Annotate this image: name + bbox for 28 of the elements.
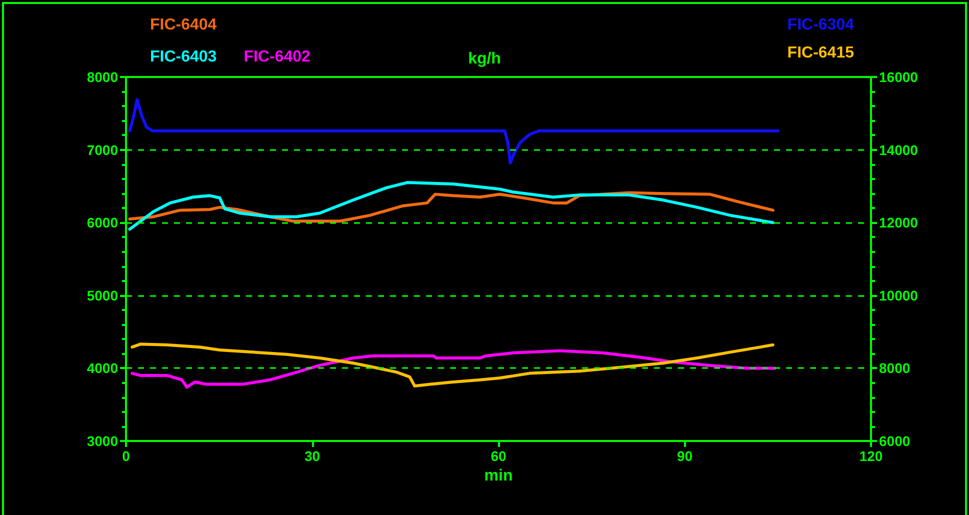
line-series: [128, 181, 774, 231]
y-tick-label: 4000: [86, 360, 118, 376]
y2-tick-label: 14000: [879, 142, 918, 158]
text: FIC-6403: [150, 48, 217, 66]
x-tick-label: 90: [676, 448, 693, 464]
text: FIC-6402: [244, 48, 310, 66]
y-tick-label: 5000: [86, 287, 118, 304]
y2-tick-label: 6000: [879, 433, 910, 449]
y2-tick-label: 8000: [879, 360, 910, 376]
x-tick-label: 0: [122, 448, 130, 464]
y-tick-label: 8000: [86, 69, 118, 85]
y2-tick-label: 10000: [879, 287, 918, 304]
line-series: [128, 98, 780, 164]
y-tick-label: 3000: [86, 433, 118, 449]
y-tick-label: 6000: [86, 214, 118, 231]
y2-tick-label: 16000: [879, 69, 918, 85]
text: FIC-6304: [787, 16, 854, 34]
y-tick-label: 7000: [86, 142, 118, 158]
y2-tick-label: 12000: [879, 214, 918, 231]
line-series: [130, 342, 774, 388]
chart-title: kg/h: [468, 50, 501, 68]
line-series: [130, 349, 776, 389]
x-tick-label: 30: [304, 448, 320, 464]
text: FIC-6415: [787, 44, 854, 62]
text: FIC-6404: [150, 16, 217, 34]
x-axis-title: min: [484, 467, 513, 484]
x-tick-label: 120: [859, 448, 883, 464]
x-tick-label: 60: [490, 448, 506, 464]
